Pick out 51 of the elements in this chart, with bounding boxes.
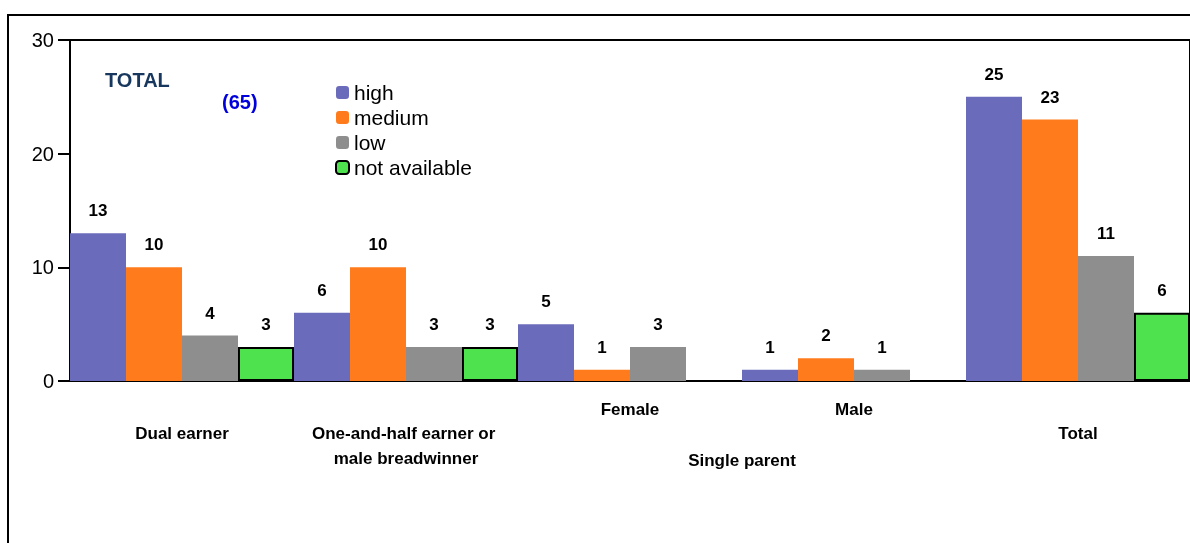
data-label: 11 xyxy=(1097,223,1115,243)
bar xyxy=(182,335,238,381)
bar xyxy=(238,346,294,381)
bar xyxy=(574,369,630,381)
y-tick-label: 20 xyxy=(31,142,54,165)
data-label: 6 xyxy=(1157,280,1167,300)
bar xyxy=(406,346,462,381)
annotation: TOTAL xyxy=(105,69,170,91)
data-label: 1 xyxy=(877,337,887,357)
bar xyxy=(630,346,686,381)
bar xyxy=(798,358,854,381)
legend-label: high xyxy=(354,81,394,104)
bar xyxy=(126,267,182,381)
bar xyxy=(294,312,350,381)
x-tick-label: Total xyxy=(1058,423,1098,443)
data-label: 1 xyxy=(597,337,607,357)
y-tick-label: 30 xyxy=(31,29,54,51)
text: Single parent xyxy=(688,451,797,470)
data-label: 1 xyxy=(765,337,775,357)
bar xyxy=(966,96,1022,381)
data-label: 10 xyxy=(144,235,164,255)
x-tick-label: Female xyxy=(600,400,660,419)
data-label: 10 xyxy=(368,235,388,255)
data-label: 23 xyxy=(1040,87,1060,107)
bar xyxy=(1022,119,1078,381)
bar xyxy=(742,369,798,381)
data-label: 2 xyxy=(821,326,831,346)
bar xyxy=(70,233,126,381)
data-label: 5 xyxy=(541,292,551,312)
bar xyxy=(518,324,574,381)
legend-label: not available xyxy=(354,156,472,179)
x-tick-label: One-and-half earner or male breadwinner xyxy=(312,423,500,468)
data-label: 3 xyxy=(653,314,663,334)
data-label: 13 xyxy=(88,201,108,221)
bar xyxy=(1078,255,1134,381)
data-label: 3 xyxy=(429,314,439,334)
legend-label: low xyxy=(354,131,387,154)
y-tick-label: 10 xyxy=(31,256,54,279)
data-label: 3 xyxy=(261,314,271,334)
bar xyxy=(854,369,910,381)
bar xyxy=(350,267,406,381)
bar xyxy=(462,346,518,381)
y-tick-label: 0 xyxy=(42,370,54,392)
annotation: (65) xyxy=(222,91,258,113)
data-label: 4 xyxy=(205,303,216,323)
legend-label: medium xyxy=(354,106,429,129)
x-tick-label: Male xyxy=(835,400,873,419)
data-label: 6 xyxy=(317,280,327,300)
x-tick-label: Dual earner xyxy=(135,423,230,443)
data-label: 3 xyxy=(485,314,495,334)
data-label: 25 xyxy=(984,64,1004,84)
